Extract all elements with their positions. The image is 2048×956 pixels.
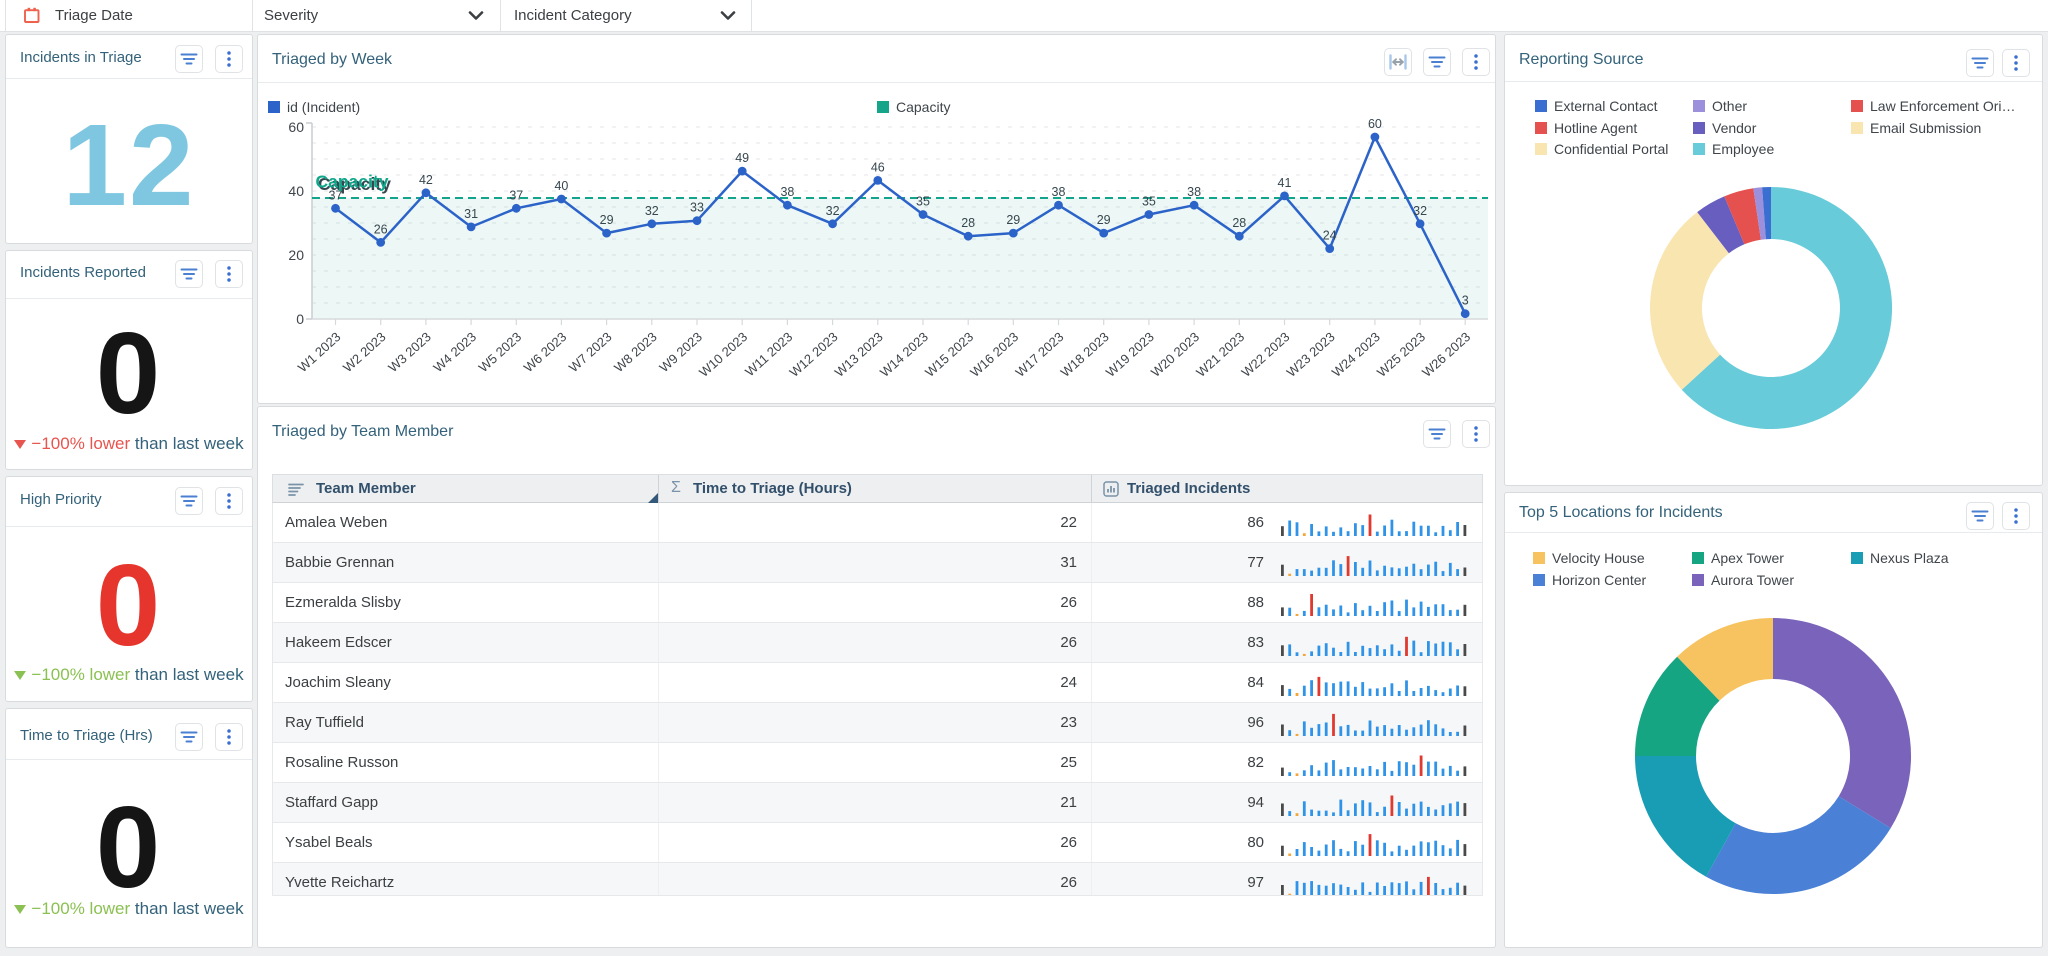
svg-text:W21 2023: W21 2023 <box>1193 329 1247 380</box>
svg-text:W13 2023: W13 2023 <box>832 329 886 380</box>
svg-text:W14 2023: W14 2023 <box>877 329 931 380</box>
svg-text:41: 41 <box>1278 176 1292 190</box>
svg-text:32: 32 <box>1413 204 1427 218</box>
svg-text:W26 2023: W26 2023 <box>1419 329 1473 380</box>
svg-text:3: 3 <box>1462 294 1469 308</box>
svg-text:38: 38 <box>1052 185 1066 199</box>
svg-text:49: 49 <box>735 151 749 165</box>
svg-text:37: 37 <box>329 188 343 202</box>
svg-text:60: 60 <box>1368 117 1382 131</box>
svg-text:W4 2023: W4 2023 <box>430 329 479 375</box>
svg-text:38: 38 <box>1187 185 1201 199</box>
svg-text:60: 60 <box>288 119 304 135</box>
svg-text:32: 32 <box>645 204 659 218</box>
svg-text:0: 0 <box>296 311 304 327</box>
svg-text:W12 2023: W12 2023 <box>787 329 841 380</box>
svg-text:W11 2023: W11 2023 <box>742 329 795 379</box>
svg-text:W7 2023: W7 2023 <box>566 329 615 375</box>
svg-text:31: 31 <box>464 207 478 221</box>
svg-text:24: 24 <box>1323 229 1337 243</box>
svg-text:29: 29 <box>1006 213 1020 227</box>
svg-text:40: 40 <box>554 179 568 193</box>
svg-text:W23 2023: W23 2023 <box>1284 329 1338 380</box>
svg-text:33: 33 <box>690 201 704 215</box>
svg-text:26: 26 <box>374 222 388 236</box>
svg-text:W18 2023: W18 2023 <box>1058 329 1112 380</box>
svg-text:32: 32 <box>826 204 840 218</box>
svg-text:W2 2023: W2 2023 <box>340 329 389 375</box>
svg-text:35: 35 <box>1142 195 1156 209</box>
svg-text:W15 2023: W15 2023 <box>922 329 976 380</box>
svg-text:W24 2023: W24 2023 <box>1329 329 1383 380</box>
svg-text:40: 40 <box>288 183 304 199</box>
svg-text:29: 29 <box>1097 213 1111 227</box>
svg-text:W19 2023: W19 2023 <box>1103 329 1157 380</box>
svg-text:46: 46 <box>871 160 885 174</box>
svg-text:28: 28 <box>1232 216 1246 230</box>
svg-text:W25 2023: W25 2023 <box>1374 329 1428 380</box>
svg-text:Capacity: Capacity <box>318 174 391 194</box>
svg-text:W3 2023: W3 2023 <box>385 329 434 375</box>
svg-text:W22 2023: W22 2023 <box>1238 329 1292 380</box>
svg-text:W6 2023: W6 2023 <box>521 329 570 375</box>
svg-text:W10 2023: W10 2023 <box>696 329 750 380</box>
svg-text:37: 37 <box>509 188 523 202</box>
svg-text:38: 38 <box>780 185 794 199</box>
svg-text:28: 28 <box>961 216 975 230</box>
svg-text:W1 2023: W1 2023 <box>295 329 344 375</box>
svg-text:Capacity: Capacity <box>316 172 389 192</box>
svg-text:20: 20 <box>288 247 304 263</box>
svg-text:29: 29 <box>600 213 614 227</box>
svg-text:W20 2023: W20 2023 <box>1148 329 1202 380</box>
svg-text:W17 2023: W17 2023 <box>1012 329 1066 380</box>
svg-text:35: 35 <box>916 195 930 209</box>
svg-text:W16 2023: W16 2023 <box>967 329 1021 380</box>
svg-text:W5 2023: W5 2023 <box>476 329 525 375</box>
svg-text:42: 42 <box>419 173 433 187</box>
svg-text:W8 2023: W8 2023 <box>611 329 660 375</box>
